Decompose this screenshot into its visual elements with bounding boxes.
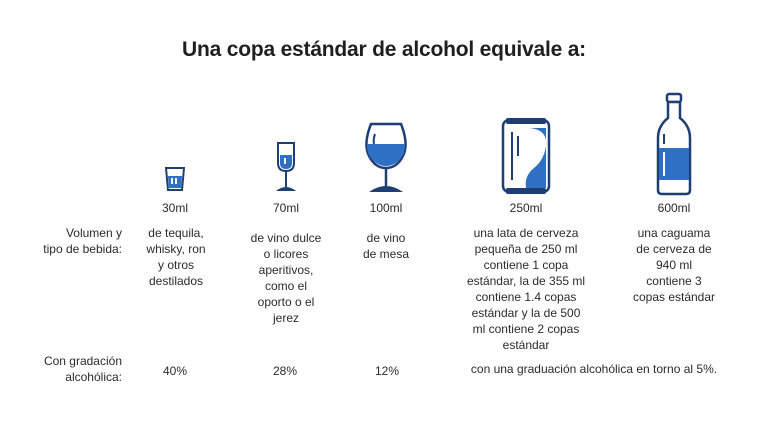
desc-line: de vino [366, 231, 406, 245]
volume-bottle: 600ml [657, 201, 691, 215]
desc-line: de cerveza de [636, 242, 712, 256]
desc-line: de vino dulce [250, 231, 322, 245]
volume-can: 250ml [509, 201, 543, 215]
shot-glass-icon [164, 166, 186, 192]
row-label-volume-type: Volumen y tipo de bebida: [20, 225, 122, 257]
abv-beer: con una graduación alcohólica en torno a… [470, 362, 718, 376]
desc-shot: de tequila, whisky, ron y otros destilad… [130, 225, 222, 289]
desc-line: o licores [263, 247, 309, 261]
desc-line: oporto o el [257, 295, 315, 309]
desc-line: como el [264, 279, 308, 293]
desc-line: y otros [157, 258, 194, 272]
beer-can-icon [500, 116, 552, 196]
desc-line: estándar y la de 500 [471, 306, 581, 320]
desc-line: una lata de cerveza [473, 226, 579, 240]
desc-line: estándar [502, 338, 550, 352]
desc-line: copas estándar [632, 290, 716, 304]
desc-line: una caguama [637, 226, 711, 240]
desc-line: contiene 1.4 copas [475, 290, 577, 304]
desc-line: contiene 1 copa [483, 258, 569, 272]
abv-sherry: 28% [272, 364, 298, 378]
volume-sherry: 70ml [272, 201, 299, 215]
row-label-abv-line2: alcohólica: [65, 370, 122, 384]
desc-line: destilados [148, 274, 204, 288]
desc-sherry: de vino dulce o licores aperitivos, como… [236, 230, 336, 326]
desc-line: jerez [272, 311, 299, 325]
row-label-abv-line1: Con gradación [43, 354, 122, 368]
sherry-glass-icon [272, 141, 300, 193]
desc-line: 940 ml [655, 258, 693, 272]
desc-bottle: una caguama de cerveza de 940 ml contien… [620, 225, 728, 305]
row-label-abv: Con gradación alcohólica: [20, 353, 122, 385]
beer-bottle-icon [654, 92, 694, 196]
desc-line: contiene 3 [646, 274, 702, 288]
desc-line: pequeña de 250 ml [474, 242, 578, 256]
volume-wine: 100ml [369, 201, 403, 215]
desc-line: de tequila, [148, 226, 204, 240]
abv-wine: 12% [374, 364, 400, 378]
abv-shot: 40% [162, 364, 188, 378]
desc-line: whisky, ron [146, 242, 206, 256]
page-title: Una copa estándar de alcohol equivale a: [182, 38, 586, 61]
row-label-volume-type-line2: tipo de bebida: [43, 242, 122, 256]
row-label-volume-type-line1: Volumen y [65, 226, 122, 240]
desc-line: estándar, la de 355 ml [466, 274, 586, 288]
desc-can: una lata de cerveza pequeña de 250 ml co… [450, 225, 602, 353]
wine-glass-icon [361, 122, 411, 194]
desc-line: ml contiene 2 copas [472, 322, 580, 336]
volume-shot: 30ml [161, 201, 188, 215]
desc-line: de mesa [362, 247, 410, 261]
desc-wine: de vino de mesa [346, 230, 426, 262]
desc-line: aperitivos, [258, 263, 314, 277]
